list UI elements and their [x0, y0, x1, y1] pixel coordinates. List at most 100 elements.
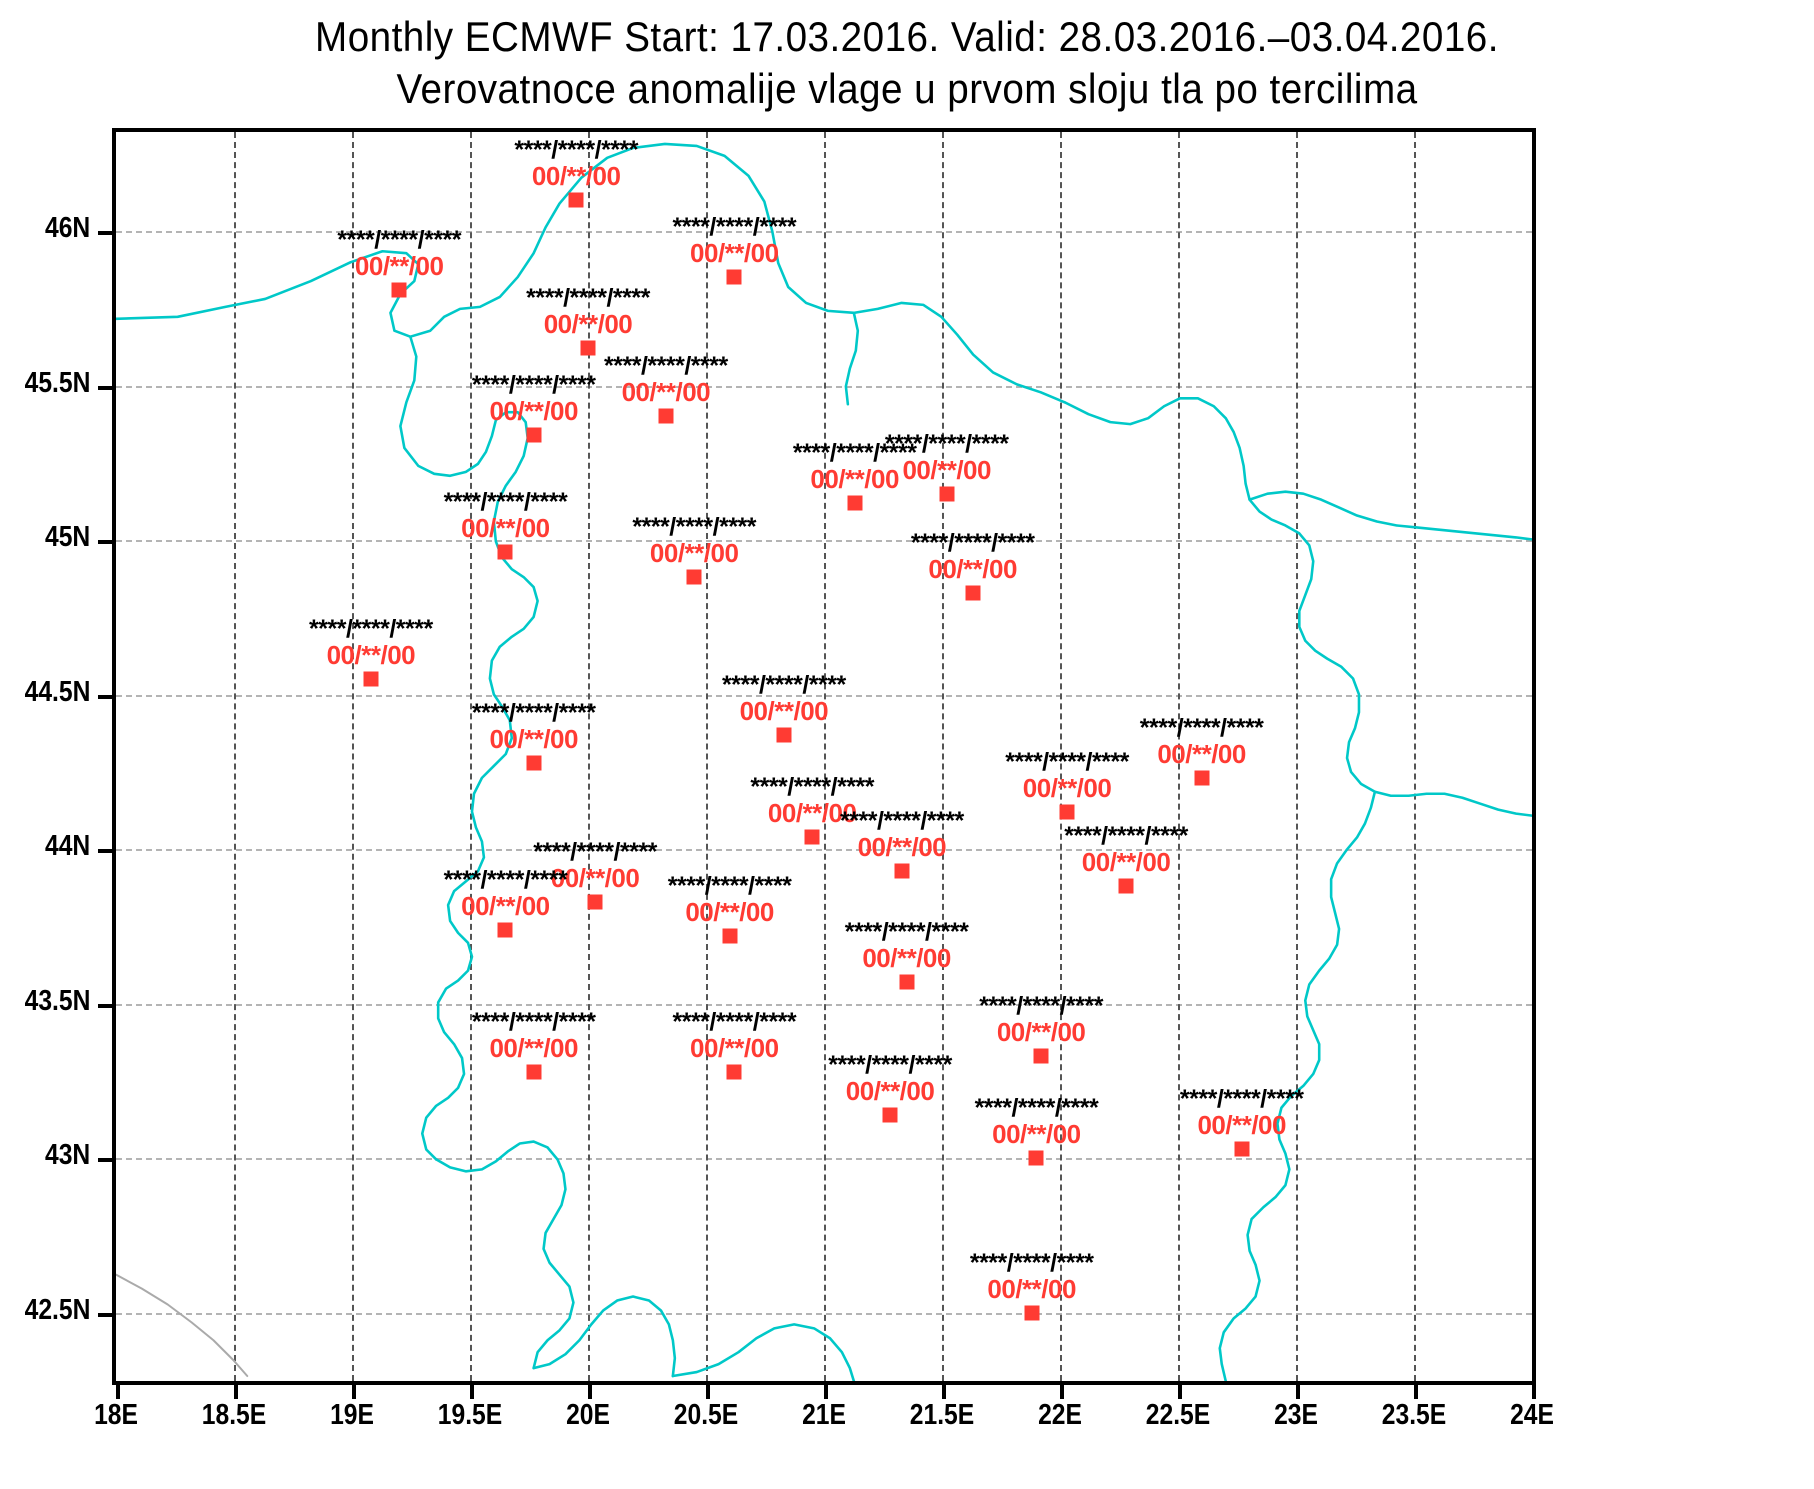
x-axis-tick-mark [1060, 1385, 1064, 1399]
station-symbol: ****/****/**** 00/**/00 [969, 1248, 1094, 1304]
station-symbol: ****/****/**** 00/**/00 [337, 225, 462, 280]
x-axis-tick-mark [234, 1385, 238, 1399]
station-tercile-header: ****/****/**** [979, 992, 1103, 1021]
station-marker [847, 495, 863, 511]
x-axis-tick-label: 18E [94, 1399, 138, 1431]
x-axis-tick-mark [470, 1385, 474, 1399]
station-tercile-values: 00/**/00 [489, 395, 578, 426]
station-marker [882, 1107, 898, 1123]
station-tercile-values: 00/**/00 [489, 723, 578, 754]
station-marker [526, 427, 542, 443]
x-axis-tick-label: 22.5E [1145, 1399, 1211, 1431]
station-symbol: ****/****/**** 00/**/00 [1064, 824, 1188, 876]
x-axis-tick-label: 20.5E [673, 1399, 739, 1431]
station-symbol: ****/****/**** 00/**/00 [884, 429, 1009, 485]
station-tercile-header: ****/****/**** [1179, 1085, 1304, 1114]
station-tercile-values: 00/**/00 [489, 1032, 578, 1063]
chart-title-line-2: Verovatnoce anomalije vlage u prvom sloj… [396, 65, 1418, 112]
station-tercile-values: 00/**/00 [767, 797, 857, 828]
station-symbol: ****/****/**** 00/**/00 [526, 286, 650, 338]
station-tercile-header: ****/****/**** [884, 429, 1009, 458]
chart-title-line-1: Monthly ECMWF Start: 17.03.2016. Valid: … [315, 13, 1499, 60]
station-tercile-header: ****/****/**** [471, 1007, 596, 1036]
y-axis-tick-label: 42.5N [24, 1293, 90, 1326]
gridline-longitude [1060, 132, 1062, 1381]
x-axis-tick-label: 21E [802, 1399, 846, 1431]
station-symbol: ****/****/**** 00/**/00 [672, 215, 796, 267]
map-plot-inner: ****/****/**** 00/**/00 ****/****/**** 00/*… [116, 132, 1532, 1381]
station-marker [1033, 1048, 1049, 1064]
y-axis-tick-label: 45.5N [24, 366, 90, 399]
station-tercile-header: ****/****/**** [337, 225, 462, 254]
y-axis-tick-label: 46N [44, 211, 90, 244]
station-tercile-values: 00/**/00 [902, 454, 991, 485]
station-tercile-values: 00/**/00 [685, 896, 774, 927]
gridline-longitude [1296, 132, 1298, 1381]
station-tercile-header: ****/****/**** [1064, 822, 1188, 851]
station-marker [726, 269, 742, 285]
station-tercile-values: 00/**/00 [992, 1119, 1081, 1150]
station-tercile-values: 00/**/00 [690, 1032, 779, 1063]
station-tercile-header: ****/****/**** [471, 370, 596, 399]
x-axis-tick-label: 23.5E [1381, 1399, 1447, 1431]
station-tercile-header: ****/****/**** [672, 213, 797, 242]
station-tercile-header: ****/****/**** [672, 1007, 797, 1036]
station-tercile-header: ****/****/**** [750, 772, 875, 801]
station-marker [899, 974, 915, 990]
chart-title-block: Monthly ECMWF Start: 17.03.2016. Valid: … [0, 0, 1814, 114]
station-tercile-header: ****/****/**** [974, 1094, 1099, 1123]
station-tercile-values: 00/**/00 [857, 831, 947, 862]
x-axis-tick-label: 19E [330, 1399, 374, 1431]
x-axis-tick-label: 23E [1274, 1399, 1318, 1431]
station-tercile-values: 00/**/00 [928, 553, 1017, 584]
station-symbol: ****/****/**** 00/**/00 [309, 617, 433, 669]
station-marker [568, 192, 584, 208]
y-axis-tick-label: 43.5N [24, 984, 90, 1017]
station-symbol: ****/****/**** 00/**/00 [1140, 716, 1264, 768]
station-symbol: ****/****/**** 00/**/00 [910, 528, 1035, 584]
station-marker [722, 928, 738, 944]
y-axis-tick-mark [98, 540, 112, 545]
y-axis-tick-mark [98, 230, 112, 235]
station-symbol: ****/****/**** 00/**/00 [840, 808, 964, 862]
station-tercile-values: 00/**/00 [690, 238, 779, 269]
x-axis-tick-mark [116, 1385, 120, 1399]
station-marker [965, 585, 981, 601]
station-marker [1234, 1141, 1250, 1157]
y-axis-tick-mark [98, 385, 112, 390]
gridline-longitude [234, 132, 236, 1381]
station-symbol: ****/****/**** 00/**/00 [793, 440, 917, 493]
station-tercile-header: ****/****/**** [844, 918, 969, 947]
station-symbol: ****/****/**** 00/**/00 [632, 515, 756, 567]
station-tercile-values: 00/**/00 [543, 309, 633, 340]
station-tercile-header: ****/****/**** [722, 670, 846, 699]
station-marker [1194, 770, 1210, 786]
station-tercile-header: ****/****/**** [443, 865, 568, 894]
station-tercile-header: ****/****/**** [910, 528, 1035, 557]
station-tercile-header: ****/****/**** [969, 1248, 1094, 1277]
gridline-longitude [352, 132, 354, 1381]
station-marker [497, 544, 513, 560]
station-marker [939, 486, 955, 502]
station-marker [363, 671, 379, 687]
y-axis-tick-label: 43N [44, 1139, 90, 1172]
y-axis-tick-mark [98, 1158, 112, 1163]
y-axis-tick-mark [98, 849, 112, 854]
x-axis-tick-label: 19.5E [437, 1399, 503, 1431]
station-symbol: ****/****/**** 00/**/00 [722, 670, 846, 725]
station-symbol: ****/****/**** 00/**/00 [514, 138, 638, 190]
station-tercile-header: ****/****/**** [514, 136, 639, 164]
station-symbol: ****/****/**** 00/**/00 [845, 920, 969, 972]
station-marker [497, 922, 513, 938]
station-tercile-header: ****/****/**** [604, 352, 728, 381]
x-axis-tick-mark [352, 1385, 356, 1399]
station-symbol: ****/****/**** 00/**/00 [1180, 1087, 1304, 1139]
station-marker [1024, 1305, 1040, 1321]
station-marker [580, 340, 596, 356]
station-marker [726, 1064, 742, 1080]
station-marker [1028, 1150, 1044, 1166]
station-marker [894, 863, 910, 879]
station-tercile-values: 00/**/00 [987, 1273, 1076, 1304]
gridline-longitude [942, 132, 944, 1381]
station-symbol: ****/****/**** 00/**/00 [471, 1007, 596, 1063]
